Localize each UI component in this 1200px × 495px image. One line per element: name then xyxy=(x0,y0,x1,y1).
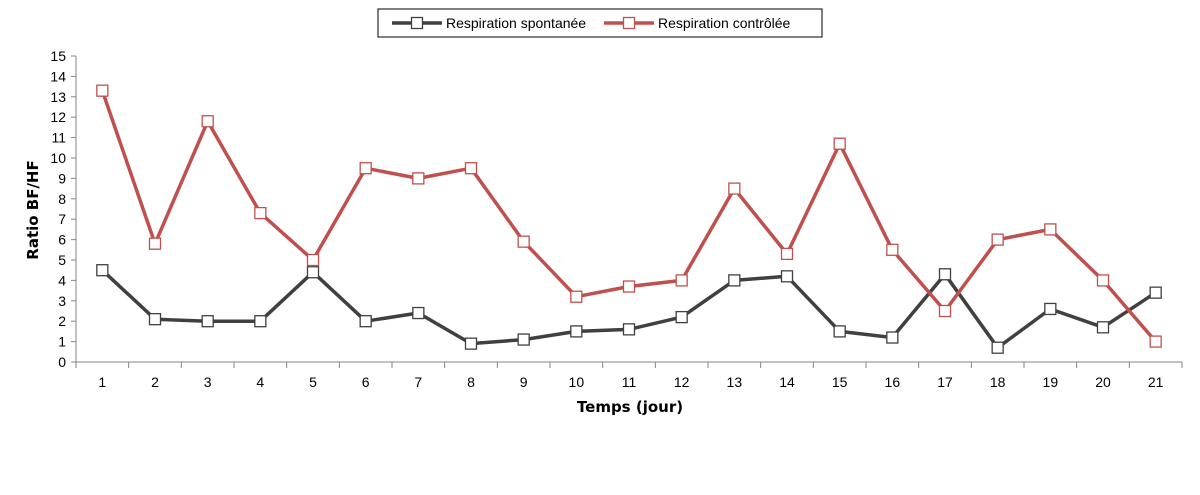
series-1 xyxy=(96,264,1162,354)
y-tick-label: 15 xyxy=(50,48,66,64)
data-point xyxy=(728,182,741,195)
legend-swatch-marker xyxy=(410,16,424,30)
y-tick-label: 8 xyxy=(58,191,66,207)
data-point xyxy=(991,233,1004,246)
legend-label: Respiration contrôlée xyxy=(658,15,791,31)
data-point xyxy=(306,266,320,279)
data-point xyxy=(833,325,846,338)
y-tick-label: 12 xyxy=(50,109,66,125)
x-tick-label: 7 xyxy=(414,374,422,390)
data-point xyxy=(622,280,636,293)
x-axis-title: Temps (jour) xyxy=(577,398,683,416)
x-tick-label: 3 xyxy=(204,374,212,390)
data-point xyxy=(201,315,214,328)
data-point xyxy=(833,137,846,150)
series-layer xyxy=(96,84,1162,354)
x-tick-label: 14 xyxy=(779,374,795,390)
legend-label: Respiration spontanée xyxy=(446,15,586,31)
data-point xyxy=(464,337,478,350)
data-point xyxy=(938,268,952,281)
x-tick-label: 9 xyxy=(520,374,528,390)
data-point xyxy=(148,237,162,250)
data-point xyxy=(412,306,425,320)
x-tick-label: 18 xyxy=(990,374,1006,390)
x-tick-label: 4 xyxy=(256,374,264,390)
legend-swatch-marker xyxy=(622,16,636,30)
y-tick-label: 9 xyxy=(58,170,66,186)
data-point xyxy=(201,115,214,128)
x-tick-label: 21 xyxy=(1148,374,1164,390)
data-point xyxy=(254,315,267,328)
data-point xyxy=(886,243,899,256)
data-point xyxy=(1096,321,1110,334)
y-tick-label: 0 xyxy=(58,354,66,370)
data-point xyxy=(1096,274,1110,287)
data-point xyxy=(938,304,952,318)
y-tick-label: 10 xyxy=(50,150,66,166)
x-tick-label: 10 xyxy=(569,374,585,390)
y-tick-label: 1 xyxy=(58,334,66,350)
data-point xyxy=(359,315,372,328)
data-point xyxy=(517,235,530,248)
y-tick-label: 6 xyxy=(58,232,66,248)
y-tick-label: 14 xyxy=(50,68,66,84)
x-tick-label: 19 xyxy=(1043,374,1059,390)
y-tick-label: 13 xyxy=(50,89,66,105)
data-point xyxy=(1044,223,1057,236)
y-tick-label: 3 xyxy=(58,293,66,309)
data-point xyxy=(1149,335,1162,348)
y-tick-label: 5 xyxy=(58,252,66,268)
data-point xyxy=(886,331,899,344)
y-tick-label: 2 xyxy=(58,313,66,329)
series-2 xyxy=(96,84,1162,348)
data-point xyxy=(728,274,741,287)
x-tick-label: 11 xyxy=(622,374,637,390)
data-point xyxy=(675,310,688,324)
y-tick-label: 7 xyxy=(58,211,66,227)
legend: Respiration spontanée Respiration contrôl… xyxy=(377,8,823,38)
data-point xyxy=(780,270,794,283)
x-tick-label: 17 xyxy=(937,374,953,390)
data-point xyxy=(254,206,267,220)
x-tick-label: 16 xyxy=(885,374,901,390)
x-tick-label: 2 xyxy=(151,374,159,390)
data-point xyxy=(517,333,530,346)
x-tick-label: 8 xyxy=(467,374,475,390)
data-point xyxy=(412,172,425,185)
data-point xyxy=(1044,302,1057,316)
data-point xyxy=(570,325,583,338)
x-tick-label: 1 xyxy=(98,374,106,390)
data-point xyxy=(96,84,109,97)
x-tick-label: 12 xyxy=(674,374,690,390)
data-point xyxy=(148,313,162,326)
data-point xyxy=(96,264,109,277)
x-tick-label: 13 xyxy=(727,374,743,390)
data-point xyxy=(780,247,794,261)
data-point xyxy=(464,162,478,175)
data-point xyxy=(1149,286,1162,299)
data-point xyxy=(675,274,688,287)
data-point xyxy=(991,341,1004,354)
y-tick-label: 4 xyxy=(58,272,66,288)
data-point xyxy=(570,290,583,303)
y-axis-title: Ratio BF/HF xyxy=(24,160,42,259)
data-point xyxy=(306,253,320,267)
x-tick-label: 6 xyxy=(362,374,370,390)
x-tick-label: 20 xyxy=(1095,374,1111,390)
x-tick-label: 15 xyxy=(832,374,848,390)
legend-box xyxy=(377,8,823,38)
data-point xyxy=(622,323,636,336)
data-point xyxy=(359,162,372,175)
x-tick-label: 5 xyxy=(309,374,317,390)
y-tick-label: 11 xyxy=(51,130,66,146)
